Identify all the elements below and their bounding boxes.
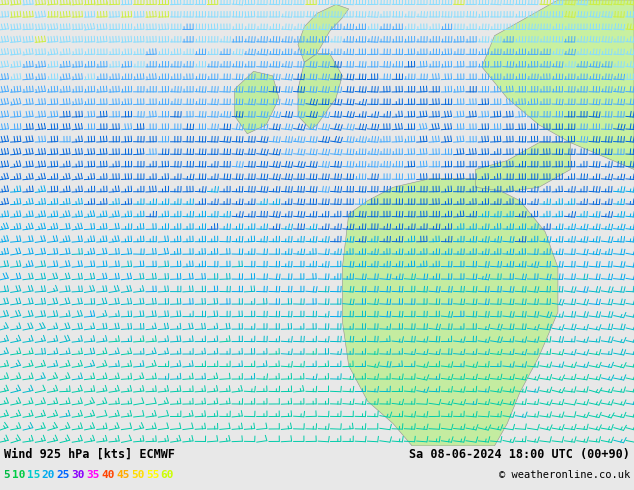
Text: Sa 08-06-2024 18:00 UTC (00+90): Sa 08-06-2024 18:00 UTC (00+90) [409,448,630,461]
Polygon shape [235,72,279,134]
Text: 60: 60 [160,470,174,480]
Text: Wind 925 hPa [kts] ECMWF: Wind 925 hPa [kts] ECMWF [4,448,175,461]
Text: 5: 5 [3,470,10,480]
Text: 50: 50 [131,470,145,480]
Text: 20: 20 [41,470,55,480]
Text: 30: 30 [71,470,85,480]
Text: 45: 45 [116,470,129,480]
Polygon shape [476,143,571,192]
Text: 15: 15 [27,470,40,480]
Text: 25: 25 [56,470,70,480]
Text: 40: 40 [101,470,115,480]
Polygon shape [342,178,558,446]
Text: 55: 55 [146,470,159,480]
Polygon shape [298,4,349,62]
Polygon shape [482,0,634,170]
Text: 10: 10 [11,470,25,480]
Text: © weatheronline.co.uk: © weatheronline.co.uk [499,470,630,480]
Text: 35: 35 [86,470,100,480]
Polygon shape [298,53,342,129]
